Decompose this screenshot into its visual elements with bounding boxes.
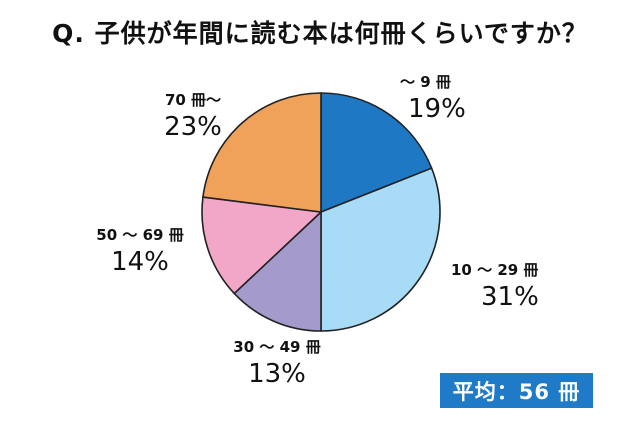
chart-title: Q. 子供が年間に読む本は何冊くらいですか？ bbox=[52, 19, 588, 48]
slice-percent-2: 13% bbox=[248, 359, 306, 389]
pie-slice-4 bbox=[202, 92, 322, 213]
slice-category-2: 30 ～ 49 冊 bbox=[233, 338, 321, 356]
slice-percent-4: 23% bbox=[164, 112, 222, 142]
slice-category-0: ～ 9 冊 bbox=[400, 73, 451, 91]
slice-percent-1: 31% bbox=[481, 282, 539, 312]
slice-label-3: 50 ～ 69 冊 14% bbox=[80, 226, 200, 277]
slice-label-4: 70 冊～ 23% bbox=[143, 91, 243, 142]
pie-slice-2 bbox=[233, 211, 322, 332]
slice-category-4: 70 冊～ bbox=[164, 91, 222, 109]
slice-category-3: 50 ～ 69 冊 bbox=[96, 226, 184, 244]
pie-slice-0 bbox=[320, 92, 433, 213]
average-badge: 平均：56 冊 bbox=[440, 373, 593, 408]
pie-slice-1 bbox=[320, 167, 441, 332]
slice-percent-3: 14% bbox=[111, 247, 169, 277]
slice-label-2: 30 ～ 49 冊 13% bbox=[222, 338, 332, 389]
slice-percent-0: 19% bbox=[408, 94, 466, 124]
pie-slice-3 bbox=[201, 196, 322, 295]
slice-label-1: 10 ～ 29 冊 31% bbox=[451, 261, 539, 312]
slice-category-1: 10 ～ 29 冊 bbox=[451, 261, 539, 279]
slice-label-0: ～ 9 冊 19% bbox=[400, 73, 466, 124]
